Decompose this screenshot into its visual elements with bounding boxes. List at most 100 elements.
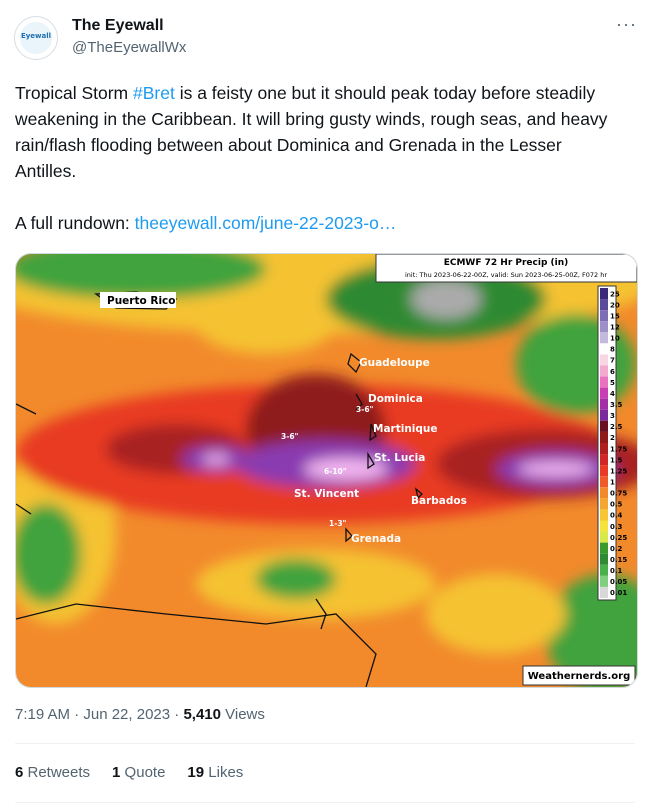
legend-label: 25	[610, 290, 620, 298]
avatar-text: Eyewall	[21, 32, 51, 40]
views-count: 5,410	[183, 706, 221, 723]
rain-annotation: 1-3"	[329, 519, 347, 528]
legend-swatch	[600, 586, 608, 598]
legend-swatch	[600, 454, 608, 466]
rain-annotation: 6-10"	[324, 467, 347, 476]
stat[interactable]: 6 Retweets	[15, 764, 90, 781]
legend-label: 2	[610, 434, 615, 442]
legend-swatch	[600, 365, 608, 377]
text: A full rundown:	[15, 213, 135, 233]
legend-swatch	[600, 310, 608, 322]
place-label: Grenada	[351, 533, 401, 545]
legend-swatch	[600, 299, 608, 311]
legend-swatch	[600, 409, 608, 421]
text: is a feisty one but it should peak today…	[15, 83, 608, 181]
legend-label: 0.2	[610, 545, 623, 553]
legend-label: 20	[610, 301, 620, 309]
legend-swatch	[600, 376, 608, 388]
legend-label: 6	[610, 368, 615, 376]
map-image[interactable]: ECMWF 72 Hr Precip (in) init: Thu 2023-06…	[15, 253, 638, 688]
place-label: Puerto Rico	[107, 295, 175, 307]
legend-label: 1.75	[610, 445, 627, 453]
legend-swatch	[600, 354, 608, 366]
legend-swatch	[600, 387, 608, 399]
stat-label: Likes	[204, 764, 244, 781]
legend-label: 0.1	[610, 567, 623, 575]
legend-swatch	[600, 465, 608, 477]
views-label: Views	[220, 706, 265, 723]
legend-label: 5	[610, 379, 615, 387]
separator	[15, 802, 635, 803]
more-button[interactable]: ···	[616, 14, 637, 34]
stat[interactable]: 19 Likes	[187, 764, 243, 781]
legend-swatch	[600, 498, 608, 510]
legend-swatch	[600, 443, 608, 455]
legend-label: 2.5	[610, 423, 623, 431]
place-label: Guadeloupe	[359, 357, 430, 369]
legend-label: 4	[610, 390, 615, 398]
timestamp[interactable]: 7:19 AM · Jun 22, 2023 ·	[15, 706, 184, 723]
legend-label: 7	[610, 357, 615, 365]
legend-swatch	[600, 476, 608, 488]
legend-swatch	[600, 553, 608, 565]
legend-label: 0.3	[610, 523, 623, 531]
legend-swatch	[600, 564, 608, 576]
rain-annotation: 3-6"	[281, 432, 299, 441]
legend-label: 0.25	[610, 534, 627, 542]
legend-label: 12	[610, 324, 620, 332]
legend-swatch	[600, 575, 608, 587]
map-credit: Weathernerds.org	[528, 671, 631, 682]
legend-label: 0.05	[610, 578, 627, 586]
legend-swatch	[600, 431, 608, 443]
legend-swatch	[600, 509, 608, 521]
legend-label: 0.15	[610, 556, 627, 564]
place-label: Dominica	[368, 393, 423, 405]
label-box	[100, 292, 176, 308]
legend-label: 3.5	[610, 401, 623, 409]
legend-swatch	[600, 398, 608, 410]
place-label: St. Lucia	[374, 452, 425, 464]
stat-count: 1	[112, 764, 121, 781]
author-name[interactable]: The Eyewall	[72, 17, 164, 34]
stat-count: 19	[187, 764, 205, 781]
legend-label: 1	[610, 479, 615, 487]
place-label: Martinique	[373, 423, 438, 435]
legend-label: 1.25	[610, 467, 627, 475]
legend-label: 1.5	[610, 456, 623, 464]
legend-swatch	[600, 321, 608, 333]
place-label: Barbados	[411, 495, 467, 507]
legend-swatch	[600, 332, 608, 344]
separator	[15, 743, 635, 744]
legend-label: 8	[610, 346, 615, 354]
tweet-meta: 7:19 AM · Jun 22, 2023 · 5,410 Views	[15, 706, 265, 723]
legend-swatch	[600, 542, 608, 554]
stat-label: Quote	[120, 764, 166, 781]
legend-label: 0.01	[610, 589, 627, 597]
legend-swatch	[600, 420, 608, 432]
hashtag[interactable]: #Bret	[133, 83, 175, 103]
text: Tropical Storm	[15, 83, 133, 103]
rain-annotation: 3-6"	[356, 405, 374, 414]
stats: 6 Retweets 1 Quote 19 Likes	[15, 764, 243, 781]
avatar[interactable]: Eyewall	[14, 16, 58, 60]
map: ECMWF 72 Hr Precip (in) init: Thu 2023-06…	[16, 254, 637, 687]
stat-count: 6	[15, 764, 24, 781]
stat-label: Retweets	[23, 764, 91, 781]
legend-label: 0.5	[610, 501, 623, 509]
legend-swatch	[600, 520, 608, 532]
stat[interactable]: 1 Quote	[112, 764, 165, 781]
legend-label: 0.4	[610, 512, 623, 520]
map-title: ECMWF 72 Hr Precip (in)	[444, 258, 569, 268]
legend-label: 15	[610, 312, 620, 320]
map-subtitle: init: Thu 2023-06-22-00Z, valid: Sun 202…	[405, 271, 607, 279]
legend-swatch	[600, 531, 608, 543]
place-label: St. Vincent	[294, 488, 359, 500]
legend-label: 0.75	[610, 490, 627, 498]
legend-swatch	[600, 343, 608, 355]
legend-label: 10	[610, 335, 620, 343]
author-handle[interactable]: @TheEyewallWx	[72, 39, 187, 56]
link[interactable]: theeyewall.com/june-22-2023-o…	[134, 213, 397, 233]
tweet-text: Tropical Storm #Bret is a feisty one but…	[15, 80, 615, 236]
legend-label: 3	[610, 412, 615, 420]
